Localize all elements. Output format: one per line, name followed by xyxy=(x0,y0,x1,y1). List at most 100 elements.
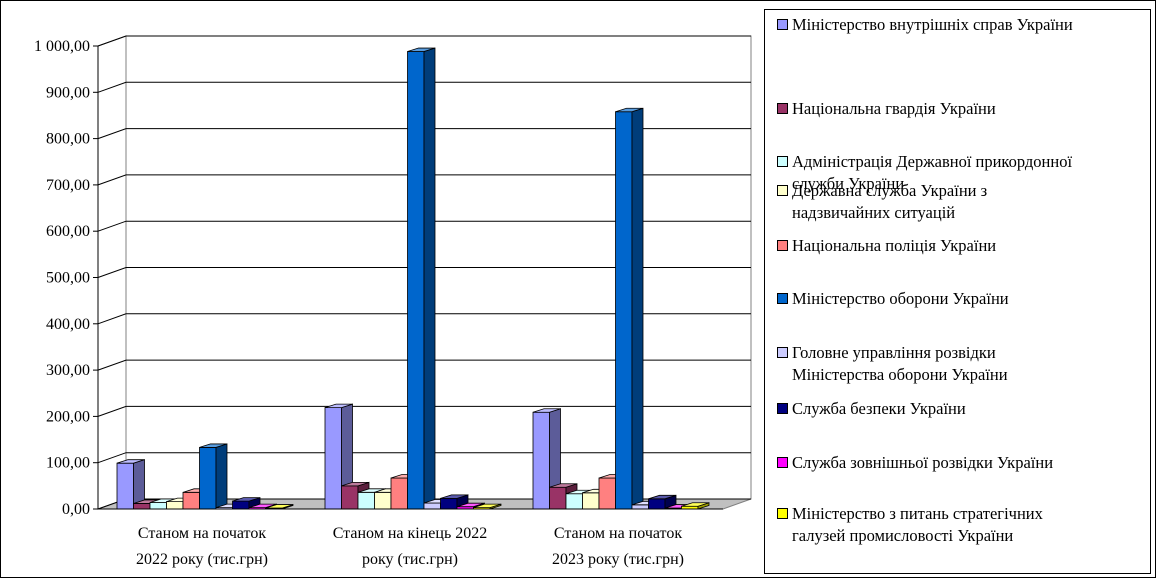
legend-label: Національна гвардія України xyxy=(792,99,996,118)
bar-front xyxy=(341,485,359,510)
bar-top xyxy=(199,443,228,448)
bar-front xyxy=(232,500,250,510)
bar-front xyxy=(565,493,583,510)
y-tick-label: 400,00 xyxy=(46,316,90,333)
bar-front xyxy=(598,477,616,510)
bar-front xyxy=(549,486,567,510)
legend-item: Міністерство з питань стратегічних галузе… xyxy=(777,503,1147,547)
legend-swatch xyxy=(777,508,788,519)
legend-label: надзвичайних ситуацій xyxy=(792,203,956,222)
axis-layer: 0,00 100,00 200,00 300,00 400,00 500,00 600,00… xyxy=(34,38,723,568)
y-tick-label: 100,00 xyxy=(46,455,90,472)
gridline xyxy=(97,220,751,232)
bar-top xyxy=(648,494,677,500)
legend-item: Міністерство внутрішніх справ України xyxy=(777,14,1147,36)
bar-top xyxy=(116,459,145,464)
bar-top xyxy=(265,504,294,509)
legend-item: Державна служба України з надзвичайних си… xyxy=(777,180,1147,224)
bar-top xyxy=(473,503,502,509)
y-tick-label: 300,00 xyxy=(46,362,90,379)
x-tick-label: Станом на початок xyxy=(554,525,682,542)
y-tick-label: 500,00 xyxy=(46,270,90,287)
legend-item: Національна гвардія України xyxy=(777,98,1147,120)
bar-front xyxy=(582,492,600,510)
y-tick-label: 0,00 xyxy=(62,501,90,518)
legend-item: Служба безпеки України xyxy=(777,398,1147,420)
legend-item: Головне управління розвідки Міністерства … xyxy=(777,342,1147,386)
bar-top xyxy=(549,483,578,488)
bar-front xyxy=(374,491,392,510)
bar-front xyxy=(182,491,200,510)
gridline xyxy=(97,174,751,186)
bar-front xyxy=(390,477,408,510)
gridline xyxy=(97,267,751,278)
bar-front xyxy=(133,503,151,510)
x-tick-label: року (тис.грн) xyxy=(362,551,458,568)
bar-top xyxy=(456,502,485,508)
bar-side xyxy=(631,107,644,510)
bar-front xyxy=(631,504,649,510)
x-tick-label: 2023 року (тис.грн) xyxy=(552,551,684,568)
legend-label: Служба безпеки України xyxy=(792,399,966,418)
legend-label: Міністерства оборони України xyxy=(792,365,1008,384)
bar-front xyxy=(166,501,184,510)
legend-label: Міністерство з питань стратегічних xyxy=(792,504,1043,523)
bar-top xyxy=(324,403,353,409)
bar-front xyxy=(407,51,425,510)
bar xyxy=(615,107,644,510)
legend-item: Адміністрація Державної прикордонної служ… xyxy=(777,151,1147,195)
bar-top xyxy=(681,502,710,507)
y-tick-label: 700,00 xyxy=(46,177,90,194)
legend-swatch xyxy=(777,185,788,196)
bar-front xyxy=(440,497,458,510)
y-tick-label: 900,00 xyxy=(46,84,90,101)
bar xyxy=(324,403,353,510)
legend-swatch xyxy=(777,240,788,251)
y-tick-label: 800,00 xyxy=(46,131,90,148)
bar-front xyxy=(648,498,666,510)
gridline xyxy=(97,81,751,93)
gridline xyxy=(97,359,751,371)
legend-label: Міністерство внутрішніх справ України xyxy=(792,15,1073,34)
legend-swatch xyxy=(777,293,788,304)
bar-front xyxy=(199,447,217,510)
x-tick-label: Станом на кінець 2022 xyxy=(333,525,488,542)
x-tick-label: 2022 року (тис.грн) xyxy=(136,551,268,568)
legend-label: галузей промисловості України xyxy=(792,526,1014,545)
bar xyxy=(199,443,228,510)
bar-front xyxy=(149,502,167,510)
legend-item: Міністерство оборони України xyxy=(777,288,1147,310)
bar-top xyxy=(615,107,644,113)
bar xyxy=(407,47,436,510)
legend: Міністерство внутрішніх справ України Нац… xyxy=(764,9,1151,574)
legend-swatch xyxy=(777,347,788,358)
bar-top xyxy=(232,497,261,502)
legend-swatch xyxy=(777,403,788,414)
legend-label: Національна поліція України xyxy=(792,236,997,255)
bar-side xyxy=(215,443,228,510)
gridline xyxy=(97,405,751,417)
gridline xyxy=(97,128,751,140)
bar-front xyxy=(615,111,633,510)
legend-label: служби України xyxy=(792,174,905,193)
gridline xyxy=(97,313,751,325)
legend-label: Головне управління розвідки xyxy=(792,343,996,362)
y-tick-label: 200,00 xyxy=(46,408,90,425)
bar-top xyxy=(440,494,469,499)
legend-label: Державна служба України з xyxy=(792,181,988,200)
legend-swatch xyxy=(777,103,788,114)
x-tick-label: Станом на початок xyxy=(138,525,266,542)
y-tick-label: 1 000,00 xyxy=(34,38,90,55)
bars-layer xyxy=(116,47,710,510)
legend-swatch xyxy=(777,457,788,468)
bar-top xyxy=(407,47,436,52)
bar-top xyxy=(341,481,370,487)
legend-swatch xyxy=(777,156,788,167)
bar-front xyxy=(116,462,134,510)
bar-front xyxy=(423,502,441,510)
bar-top xyxy=(248,503,277,509)
y-tick-label: 600,00 xyxy=(46,223,90,240)
legend-item: Національна поліція України xyxy=(777,235,1147,257)
bar xyxy=(681,502,710,510)
